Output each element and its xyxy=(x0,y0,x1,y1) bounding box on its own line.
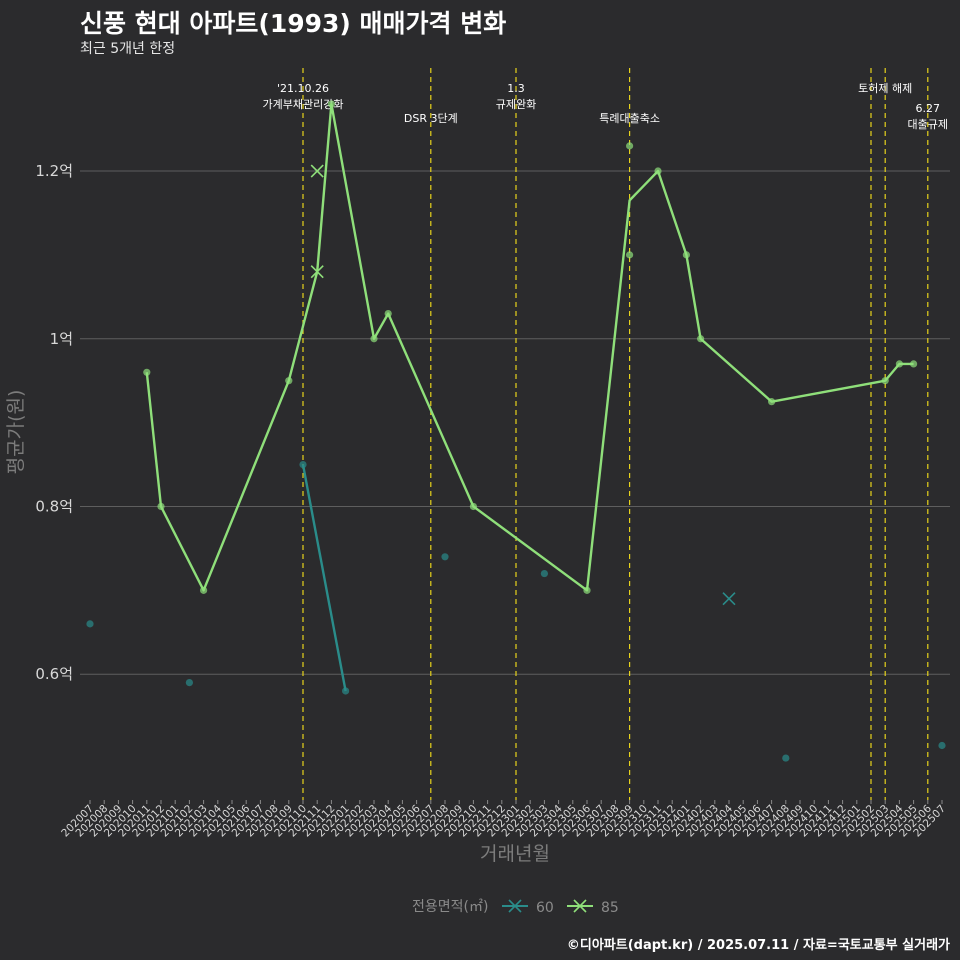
event-label: 가계부채관리강화 xyxy=(263,98,344,111)
data-point-85 xyxy=(583,586,591,594)
data-point-85 xyxy=(910,360,918,368)
grid-lines xyxy=(80,170,950,675)
data-point-60 xyxy=(441,553,449,561)
data-point-60 xyxy=(540,569,549,578)
data-point-85 xyxy=(285,377,293,385)
data-point-85 xyxy=(768,398,776,406)
x-axis-title: 거래년월 xyxy=(480,843,550,865)
legend-label-60: 60 xyxy=(536,900,554,916)
data-point-60 xyxy=(342,687,350,695)
y-axis-ticks: 0.6억 0.8억 1억 1.2억 xyxy=(35,162,73,683)
data-point-85 xyxy=(200,586,208,594)
y-tick-label: 0.6억 xyxy=(35,665,73,683)
data-point-85 xyxy=(895,360,904,368)
data-point-85 xyxy=(626,142,634,150)
x-axis-ticks: 2020072020082020092020102020112020122021… xyxy=(59,800,948,839)
cross-stroke xyxy=(310,265,324,279)
data-point-85 xyxy=(370,335,378,343)
chart-subtitle: 최근 5개년 한정 xyxy=(80,41,176,57)
event-label: DSR 3단계 xyxy=(404,112,458,125)
event-label: 1.3 xyxy=(507,82,525,95)
legend-label-85: 85 xyxy=(601,900,619,916)
series-line-85 xyxy=(145,102,914,592)
data-point-85 xyxy=(682,251,691,259)
data-point-60 xyxy=(782,754,790,762)
event-label: 6.27 xyxy=(916,102,941,115)
data-point-85 xyxy=(384,309,392,318)
cross-marker-60 xyxy=(722,592,736,606)
chart-title: 신풍 현대 아파트(1993) 매매가격 변화 xyxy=(80,9,507,38)
cross-stroke xyxy=(722,592,736,606)
event-label: 특례대출축소 xyxy=(599,112,660,125)
data-point-85 xyxy=(881,377,889,385)
data-point-60 xyxy=(86,620,94,628)
cross-marker-85 xyxy=(310,164,324,178)
y-tick-label: 0.8억 xyxy=(35,497,73,515)
data-series xyxy=(86,100,946,762)
data-point-85 xyxy=(157,502,165,511)
y-tick-label: 1억 xyxy=(50,330,73,348)
data-point-85 xyxy=(626,251,634,259)
event-label: '21.10.26 xyxy=(277,82,329,95)
data-point-60 xyxy=(185,678,193,687)
data-point-60 xyxy=(938,741,946,750)
event-label: 대출규제 xyxy=(908,118,948,131)
legend-swatch-cross xyxy=(508,899,522,913)
event-label: 토허제 해제 xyxy=(858,81,912,95)
series-line-60 xyxy=(301,464,347,692)
cross-stroke xyxy=(310,164,324,178)
data-point-85 xyxy=(697,335,705,343)
legend-title: 전용면적(㎡) xyxy=(412,899,488,915)
data-point-60 xyxy=(299,460,307,469)
event-label: 규제완화 xyxy=(496,98,536,111)
source-credit: ©디아파트(dapt.kr) / 2025.07.11 / 자료=국토교통부 실… xyxy=(566,938,950,953)
legend: 전용면적(㎡) 60 85 xyxy=(412,899,619,916)
data-point-85 xyxy=(469,502,477,511)
y-tick-label: 1.2억 xyxy=(35,162,73,180)
data-point-85 xyxy=(654,167,662,175)
data-point-85 xyxy=(143,368,151,376)
data-point-85 xyxy=(327,100,335,108)
cross-marker-85 xyxy=(310,265,324,279)
y-axis-title: 평균가(원) xyxy=(5,390,27,475)
legend-swatch-cross xyxy=(573,899,587,913)
